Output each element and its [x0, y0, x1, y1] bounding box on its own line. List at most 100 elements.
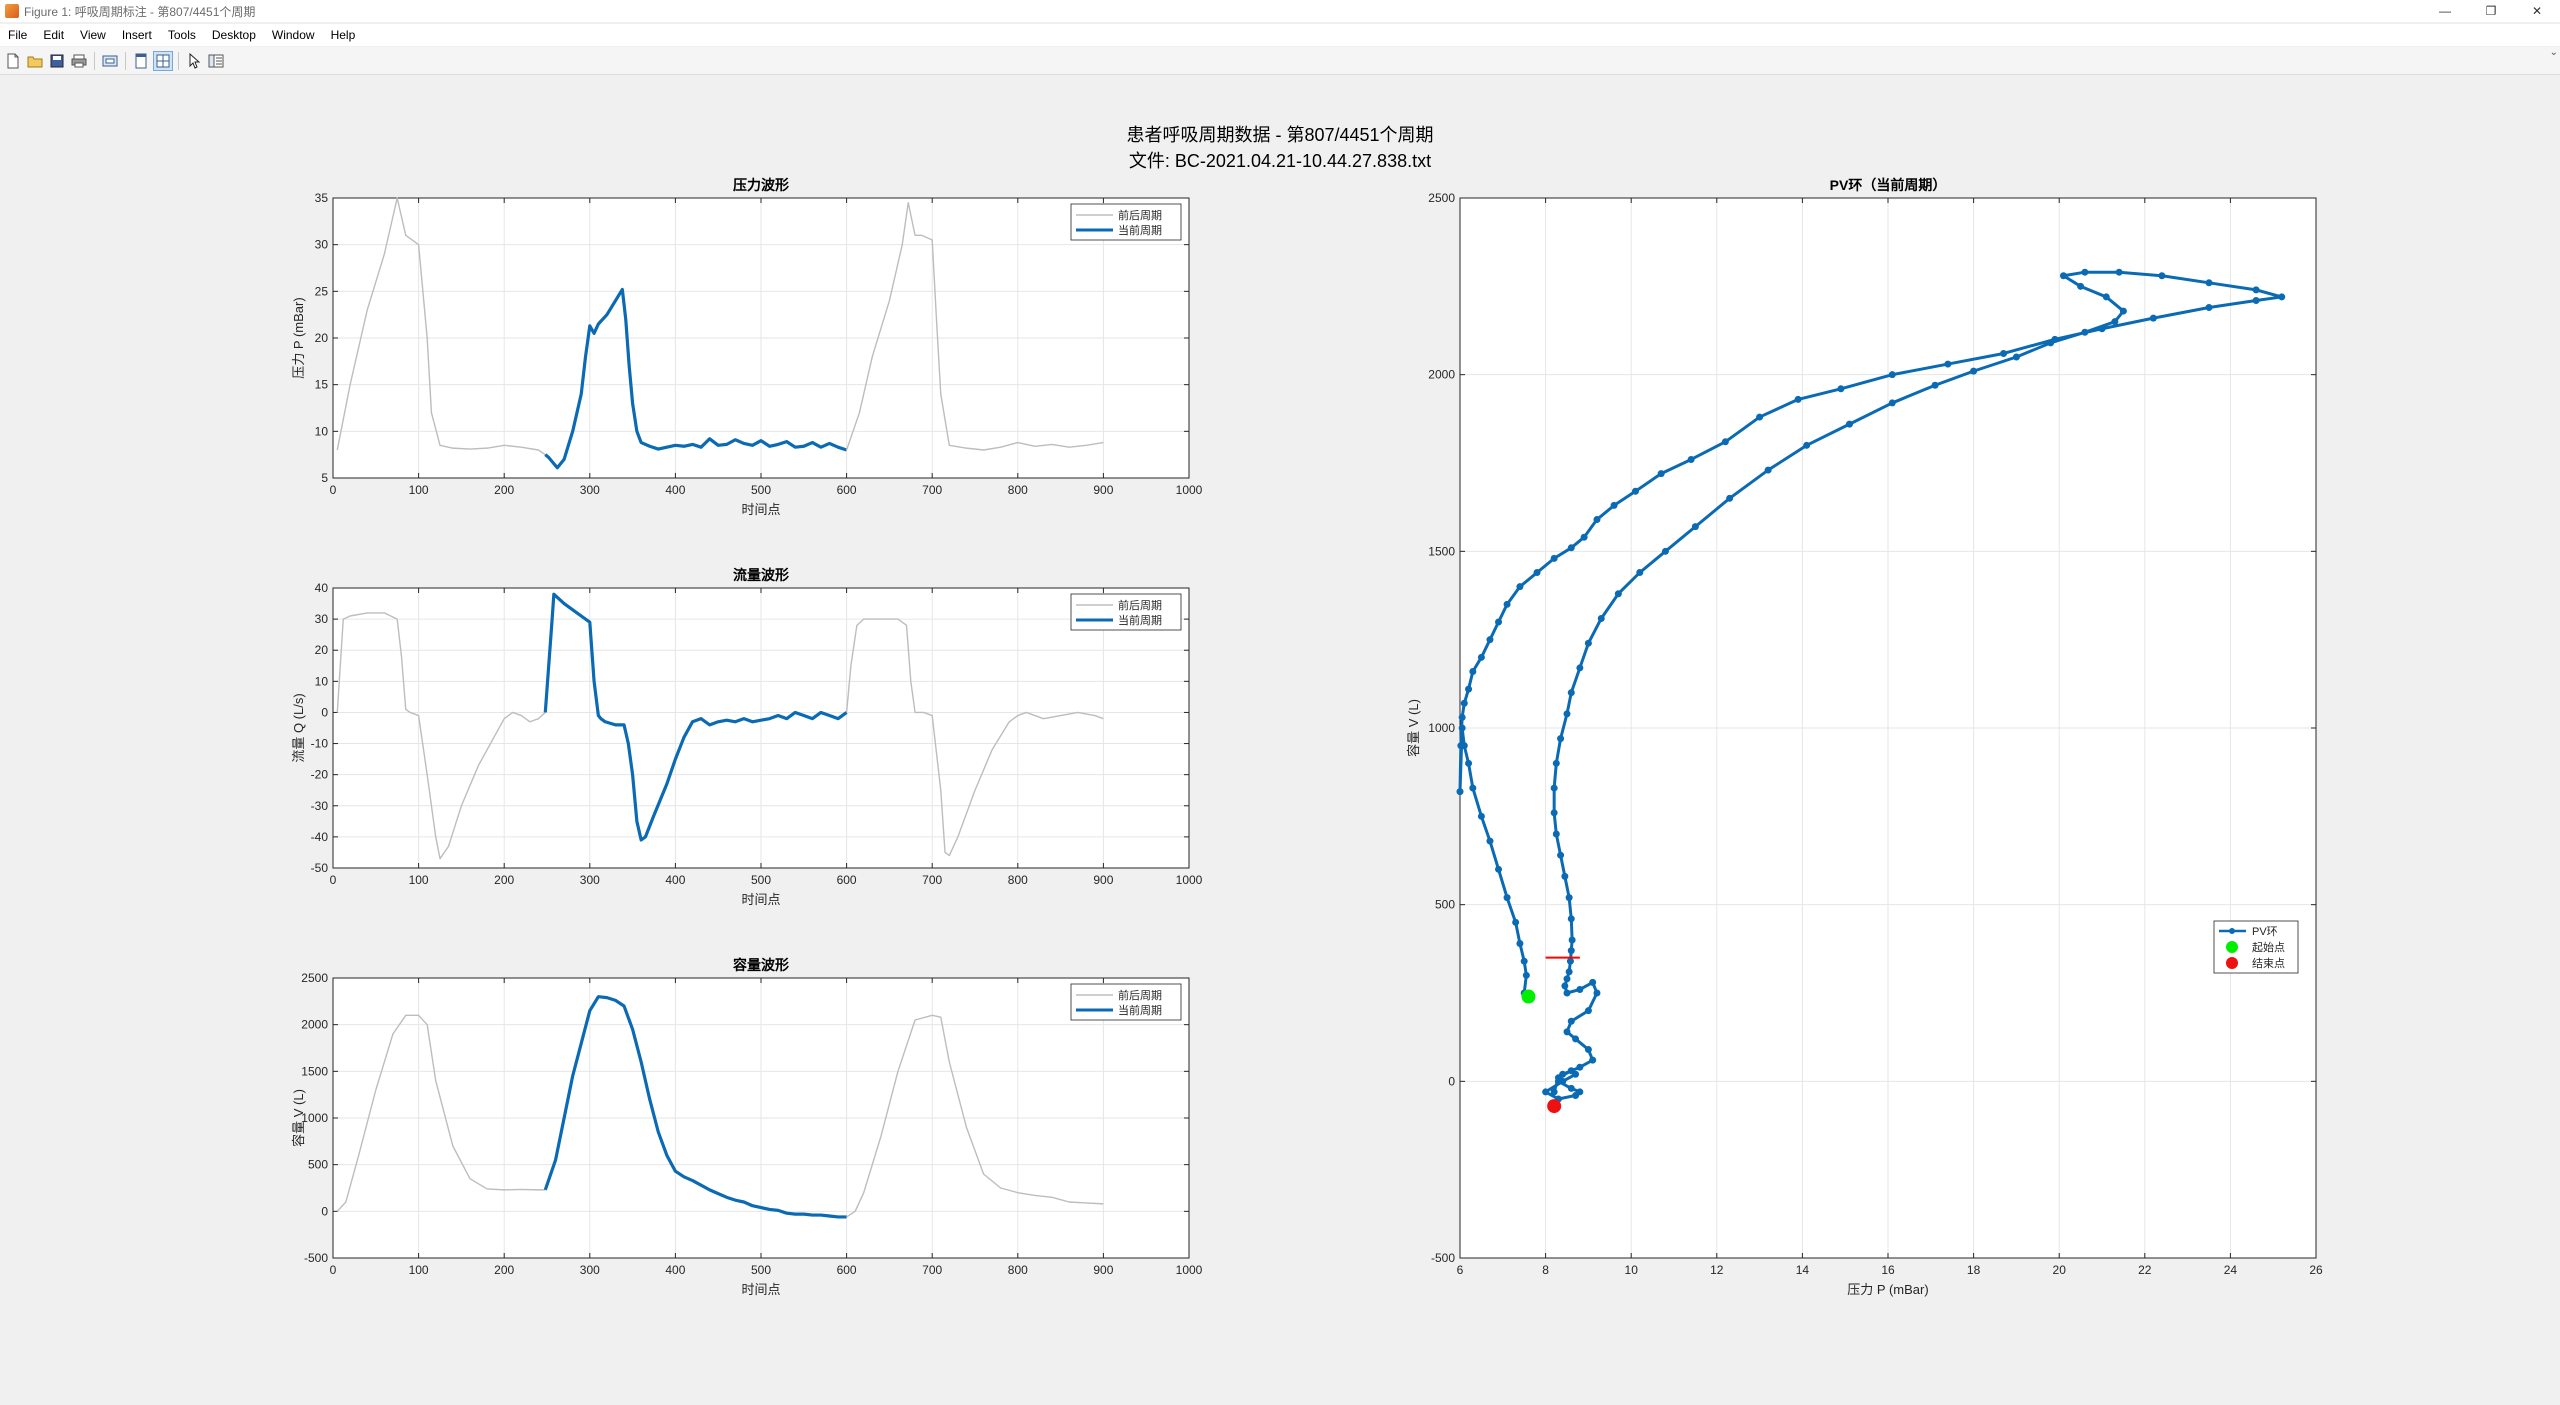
window-controls: — ❐ ✕	[2422, 0, 2560, 22]
pv-loop-point	[2252, 296, 2260, 304]
x-tick-label: 800	[1008, 483, 1028, 497]
legend-box	[1070, 203, 1182, 241]
axes-4: 6 8 10 12 14 16 18 20 22 24 26 -500 0 500 1000 1500 2000…	[1406, 177, 2323, 1297]
x-tick-label: 0	[330, 1263, 337, 1277]
pv-loop-point	[1593, 989, 1601, 997]
current-cycle-line	[543, 995, 847, 1219]
x-tick-label: 1000	[1176, 1263, 1203, 1277]
pv-loop-point	[2115, 268, 2123, 276]
pv-loop-point	[1495, 865, 1503, 873]
tile-icon[interactable]	[153, 50, 173, 71]
pv-loop-point	[1495, 618, 1503, 626]
y-tick-label: 25	[315, 284, 329, 298]
pv-loop-point	[1458, 724, 1466, 732]
menu-window[interactable]: Window	[271, 28, 315, 42]
pv-loop-point	[1557, 851, 1565, 859]
x-tick-label: 20	[2053, 1263, 2067, 1277]
pv-loop-point	[1567, 689, 1575, 697]
y-tick-label: 0	[321, 1204, 328, 1218]
pv-loop-point	[1687, 455, 1695, 463]
pv-loop-point	[1970, 367, 1978, 375]
figure-toolbar: ⌄	[0, 47, 2560, 75]
x-tick-label: 12	[1710, 1263, 1724, 1277]
y-tick-label: 2000	[301, 1018, 328, 1032]
pv-loop-point	[1661, 547, 1669, 555]
axes-title: 压力波形	[733, 177, 789, 193]
y-tick-label: -500	[304, 1251, 328, 1265]
pv-loop-point	[1794, 395, 1802, 403]
x-tick-label: 22	[2138, 1263, 2152, 1277]
axes-2: 0 100 200 300 400 500 600 700 800 900 1000-50-40-3…	[291, 567, 1203, 907]
x-tick-label: 0	[330, 873, 337, 887]
pv-loop-point	[1465, 685, 1473, 693]
pv-loop-point	[2102, 293, 2110, 301]
menu-view[interactable]: View	[80, 28, 106, 42]
legend-marker	[2229, 928, 2235, 934]
toolbar-separator	[94, 51, 95, 70]
y-tick-label: 10	[315, 674, 329, 688]
dock-icon[interactable]	[131, 51, 151, 71]
x-tick-label: 1000	[1176, 873, 1203, 887]
x-tick-label: 700	[922, 873, 942, 887]
x-axis-label: 时间点	[741, 892, 780, 907]
menu-edit[interactable]: Edit	[43, 28, 65, 42]
x-tick-label: 600	[837, 873, 857, 887]
x-tick-label: 1000	[1176, 483, 1203, 497]
x-tick-label: 500	[751, 483, 771, 497]
matlab-figure-icon	[5, 4, 19, 18]
pv-loop-point	[2119, 307, 2127, 315]
pv-loop-point	[1561, 982, 1569, 990]
pointer-icon[interactable]	[184, 51, 204, 71]
current-cycle-line	[544, 287, 848, 470]
y-tick-label: 40	[315, 581, 329, 595]
menu-insert[interactable]: Insert	[121, 28, 152, 42]
pv-loop-point	[1576, 985, 1584, 993]
menu-file[interactable]: File	[8, 28, 28, 42]
pv-loop-point	[1469, 667, 1477, 675]
new-figure-icon[interactable]	[3, 51, 23, 71]
x-tick-label: 14	[1796, 1263, 1810, 1277]
print-preview-icon[interactable]	[100, 51, 120, 71]
pv-loop-point	[1584, 1046, 1592, 1054]
minimize-button[interactable]: —	[2439, 4, 2451, 18]
pv-loop-point	[1567, 1067, 1575, 1075]
y-tick-label: 35	[315, 191, 329, 205]
pv-loop-point	[1565, 894, 1573, 902]
pv-loop-point	[1888, 399, 1896, 407]
property-editor-icon[interactable]	[206, 51, 226, 71]
pv-loop-point	[2205, 279, 2213, 287]
x-tick-label: 300	[580, 1263, 600, 1277]
end-point	[1547, 1099, 1562, 1114]
start-point	[1521, 989, 1536, 1004]
pv-loop-point	[2012, 353, 2020, 361]
pv-loop-point	[1503, 600, 1511, 608]
y-tick-label: 2500	[1428, 191, 1455, 205]
pv-loop-point	[1944, 360, 1952, 368]
pv-loop-point	[1803, 441, 1811, 449]
pv-loop-point	[1584, 1007, 1592, 1015]
x-tick-label: 200	[494, 483, 514, 497]
save-icon[interactable]	[47, 51, 67, 71]
x-tick-label: 600	[837, 1263, 857, 1277]
legend-box	[1070, 983, 1182, 1021]
pv-loop-point	[1457, 742, 1465, 750]
restore-button[interactable]: ❐	[2485, 4, 2497, 18]
print-icon[interactable]	[69, 51, 89, 71]
close-button[interactable]: ✕	[2531, 4, 2543, 18]
context-cycle-line	[336, 612, 546, 860]
figure-title: 患者呼吸周期数据 - 第807/4451个周期	[1126, 125, 1434, 145]
x-tick-label: 200	[494, 1263, 514, 1277]
menu-help[interactable]: Help	[330, 28, 356, 42]
pv-loop-point	[1563, 989, 1571, 997]
context-cycle-line	[336, 1014, 546, 1212]
menu-tools[interactable]: Tools	[167, 28, 196, 42]
x-tick-label: 300	[580, 483, 600, 497]
context-cycle-line	[336, 197, 546, 456]
pv-loop-point	[1565, 968, 1573, 976]
open-file-icon[interactable]	[25, 51, 45, 71]
menu-desktop[interactable]: Desktop	[211, 28, 256, 42]
pv-loop-point	[1486, 636, 1494, 644]
toolbar-expand-icon[interactable]: ⌄	[2549, 47, 2558, 58]
pv-loop-point	[1477, 812, 1485, 820]
window-titlebar: Figure 1: 呼吸周期标注 - 第807/4451个周期 — ❐ ✕	[0, 0, 2560, 22]
